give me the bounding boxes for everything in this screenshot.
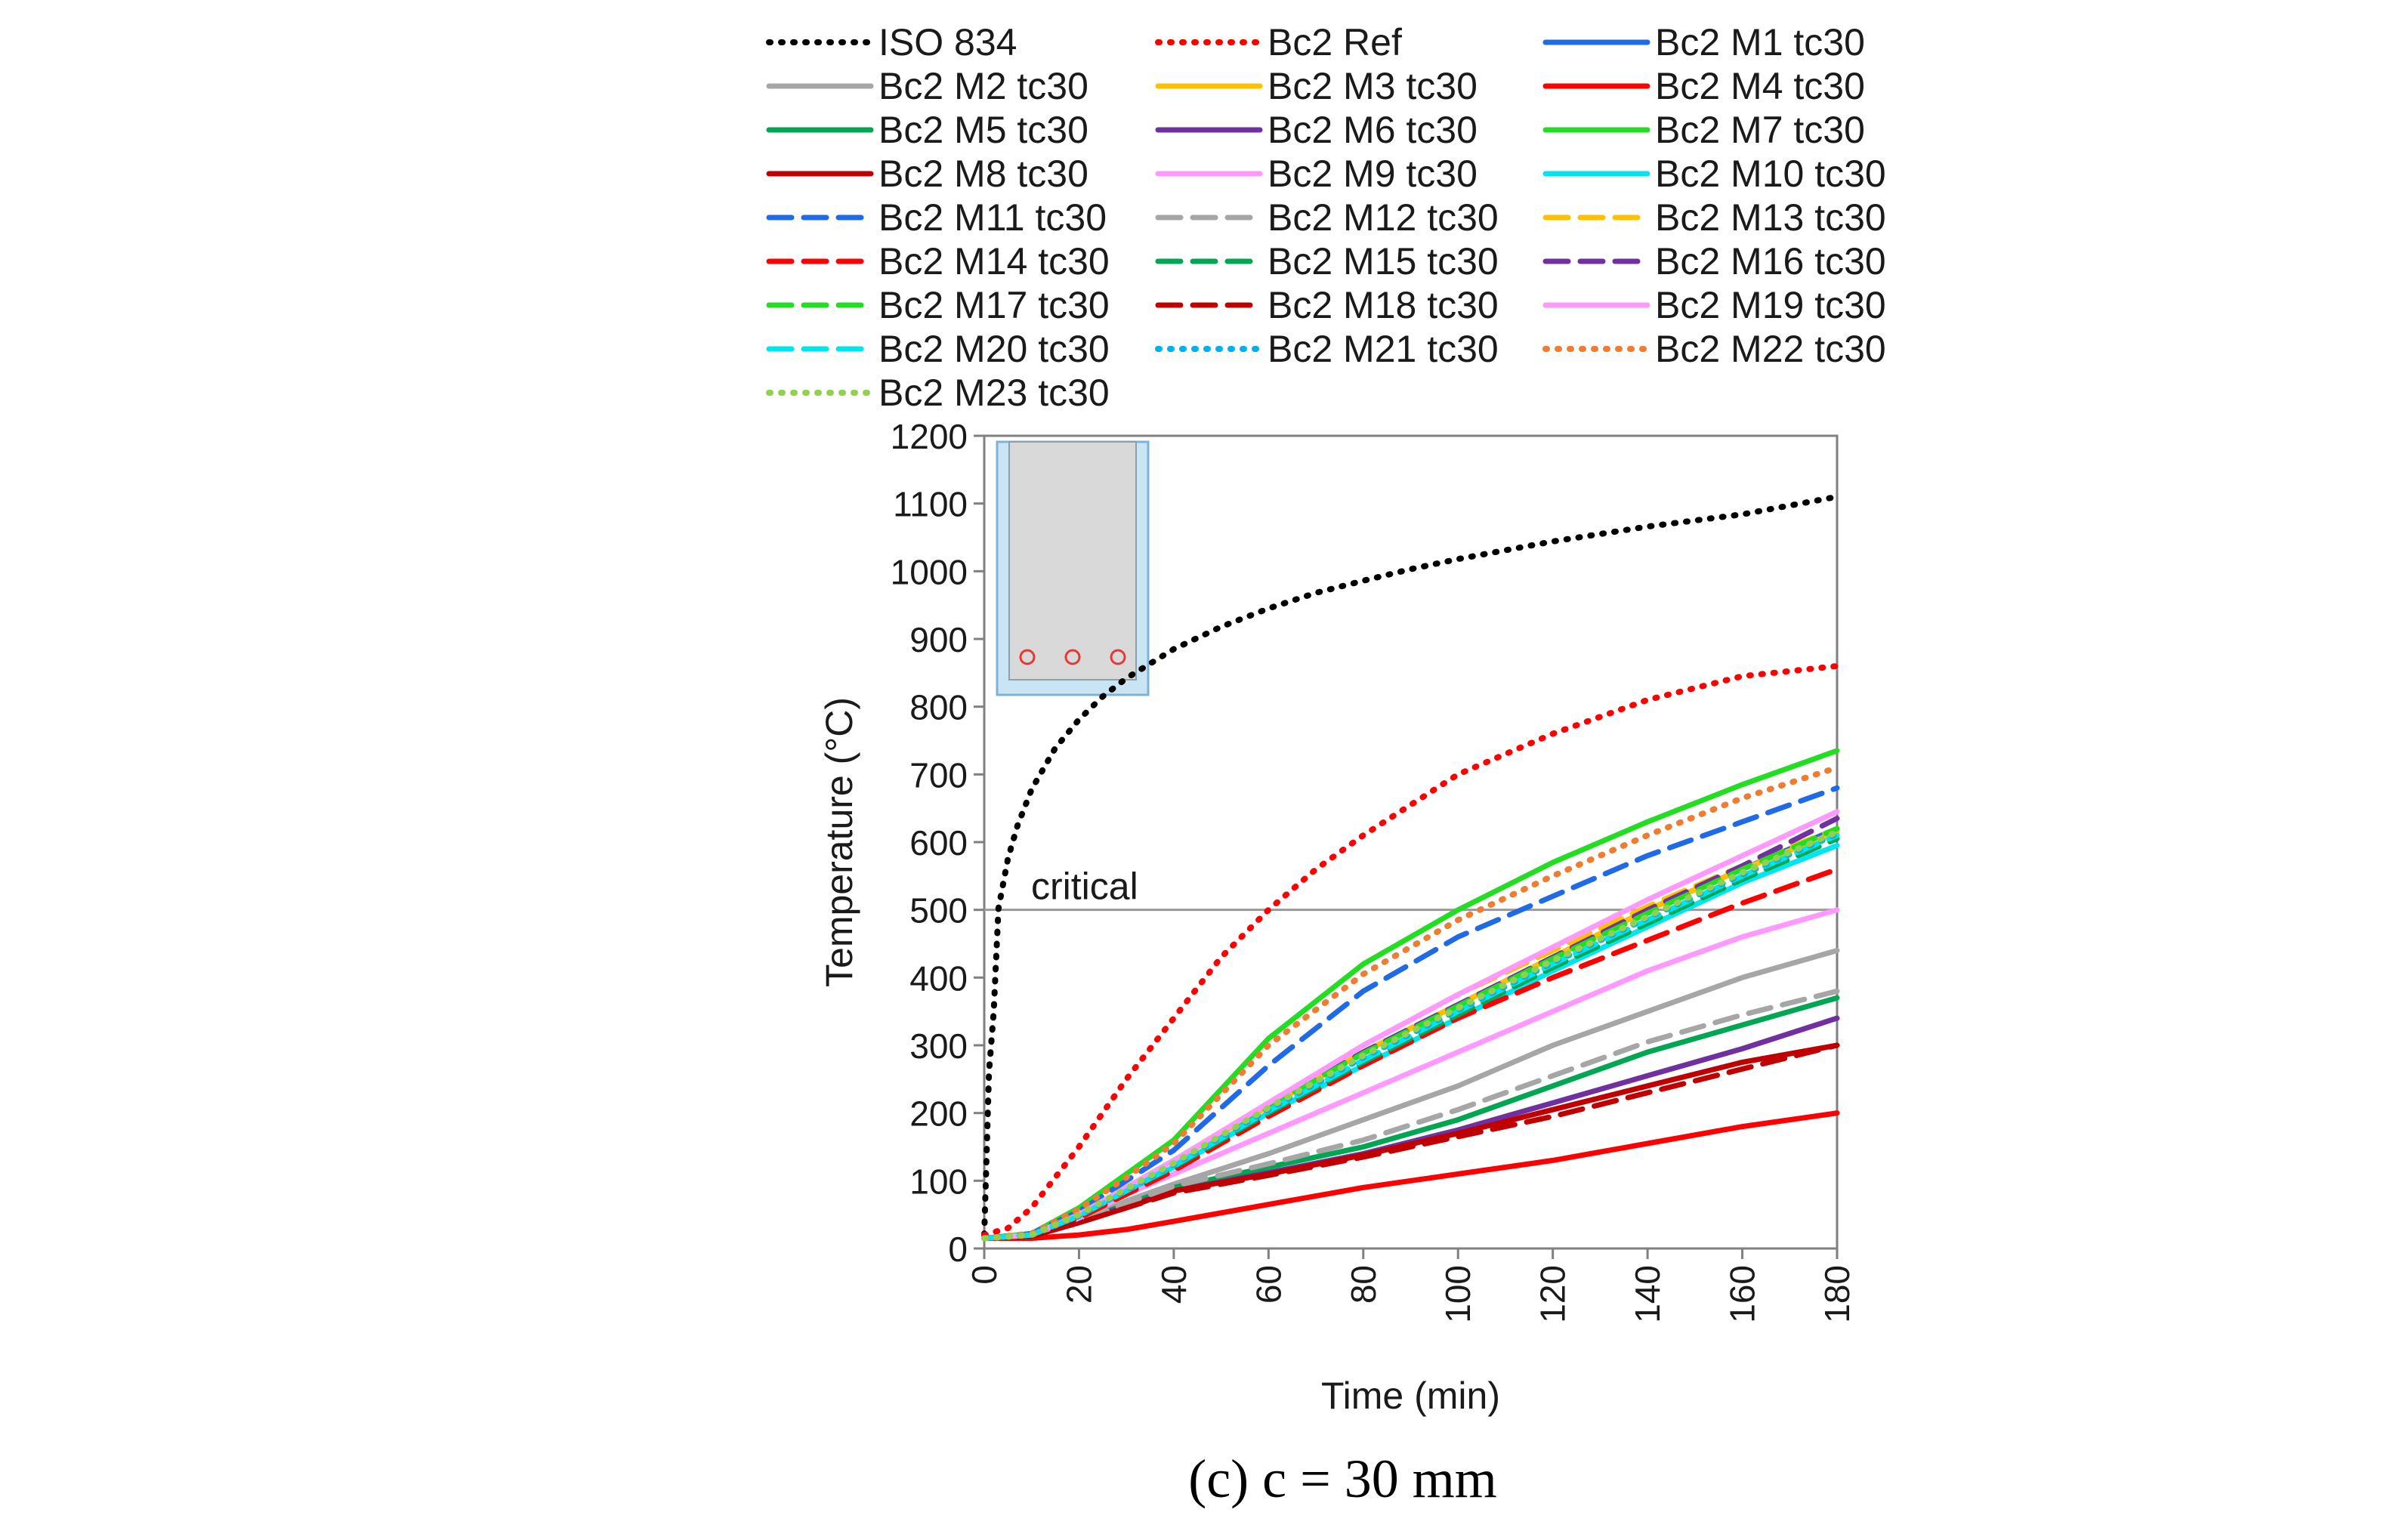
x-tick-label: 120 bbox=[1533, 1265, 1573, 1323]
y-tick-label: 1100 bbox=[893, 485, 968, 524]
legend-item-bc2-m23-tc30: Bc2 M23 tc30 bbox=[766, 372, 1110, 414]
legend-label: Bc2 M17 tc30 bbox=[878, 284, 1110, 326]
axes: 0100200300400500600700800900100011001200… bbox=[891, 417, 1857, 1323]
legend-label: Bc2 M21 tc30 bbox=[1268, 328, 1499, 370]
y-tick-label: 500 bbox=[909, 891, 968, 930]
legend-label: Bc2 M8 tc30 bbox=[878, 153, 1088, 195]
y-tick-label: 700 bbox=[909, 755, 968, 795]
legend-label: Bc2 M7 tc30 bbox=[1655, 109, 1865, 151]
x-tick-label: 0 bbox=[965, 1265, 1004, 1285]
legend-label: Bc2 M10 tc30 bbox=[1655, 153, 1886, 195]
legend-item-bc2-m16-tc30: Bc2 M16 tc30 bbox=[1542, 240, 1886, 282]
series-line-bc2-ref bbox=[981, 662, 1840, 1239]
series-line-iso-834 bbox=[981, 493, 1840, 1239]
legend-item-bc2-m2-tc30: Bc2 M2 tc30 bbox=[766, 65, 1088, 107]
legend-label: Bc2 M4 tc30 bbox=[1655, 65, 1865, 107]
beam-cross-section-icon bbox=[996, 440, 1150, 696]
critical-label: critical bbox=[1031, 866, 1138, 908]
plot-area: critical 0100200300400500600700800900100… bbox=[891, 417, 1857, 1323]
y-tick-label: 300 bbox=[909, 1026, 968, 1066]
series-line-bc2-m11-tc30 bbox=[981, 785, 1840, 1241]
x-tick-label: 60 bbox=[1249, 1265, 1288, 1304]
legend-item-iso-834: ISO 834 bbox=[766, 21, 1017, 63]
legend-item-bc2-m7-tc30: Bc2 M7 tc30 bbox=[1542, 109, 1865, 151]
x-tick-label: 100 bbox=[1438, 1265, 1478, 1323]
legend-label: Bc2 M20 tc30 bbox=[878, 328, 1110, 370]
x-tick-label: 180 bbox=[1817, 1265, 1857, 1323]
legend-label: Bc2 M12 tc30 bbox=[1268, 196, 1499, 239]
x-axis-label: Time (min) bbox=[1321, 1375, 1500, 1417]
x-tick-label: 40 bbox=[1154, 1265, 1193, 1304]
legend-item-bc2-m11-tc30: Bc2 M11 tc30 bbox=[766, 196, 1107, 239]
legend-item-bc2-m12-tc30: Bc2 M12 tc30 bbox=[1155, 196, 1499, 239]
x-tick-label: 140 bbox=[1628, 1265, 1667, 1323]
legend-label: Bc2 M23 tc30 bbox=[878, 372, 1110, 414]
legend-label: Bc2 M11 tc30 bbox=[878, 196, 1107, 239]
series-line-bc2-m20-tc30 bbox=[981, 832, 1840, 1241]
legend-item-bc2-m3-tc30: Bc2 M3 tc30 bbox=[1155, 65, 1478, 107]
inset-concrete bbox=[1008, 441, 1137, 681]
legend-label: Bc2 M19 tc30 bbox=[1655, 284, 1886, 326]
legend-item-bc2-m19-tc30: Bc2 M19 tc30 bbox=[1542, 284, 1886, 326]
y-tick-label: 400 bbox=[909, 958, 968, 998]
x-tick-label: 20 bbox=[1059, 1265, 1098, 1304]
legend-item-bc2-ref: Bc2 Ref bbox=[1155, 21, 1402, 63]
legend-item-bc2-m10-tc30: Bc2 M10 tc30 bbox=[1542, 153, 1886, 195]
legend-label: Bc2 M2 tc30 bbox=[878, 65, 1088, 107]
legend-item-bc2-m5-tc30: Bc2 M5 tc30 bbox=[766, 109, 1088, 151]
y-tick-label: 200 bbox=[909, 1094, 968, 1134]
annotations: critical bbox=[984, 866, 1837, 912]
x-tick-label: 80 bbox=[1344, 1265, 1383, 1304]
legend-label: Bc2 M3 tc30 bbox=[1268, 65, 1478, 107]
y-axis-label: Temperature (°C) bbox=[818, 697, 860, 987]
legend-item-bc2-m20-tc30: Bc2 M20 tc30 bbox=[766, 328, 1110, 370]
y-tick-label: 0 bbox=[948, 1230, 968, 1269]
y-tick-label: 1000 bbox=[891, 552, 968, 591]
legend-label: Bc2 M22 tc30 bbox=[1655, 328, 1886, 370]
legend-item-bc2-m9-tc30: Bc2 M9 tc30 bbox=[1155, 153, 1478, 195]
legend-item-bc2-m21-tc30: Bc2 M21 tc30 bbox=[1155, 328, 1499, 370]
legend-label: Bc2 Ref bbox=[1268, 21, 1402, 63]
inset-rebar bbox=[1110, 649, 1126, 665]
legend-item-bc2-m6-tc30: Bc2 M6 tc30 bbox=[1155, 109, 1478, 151]
legend-item-bc2-m22-tc30: Bc2 M22 tc30 bbox=[1542, 328, 1886, 370]
legend-label: Bc2 M16 tc30 bbox=[1655, 240, 1886, 282]
legend-label: Bc2 M13 tc30 bbox=[1655, 196, 1886, 239]
legend-item-bc2-m1-tc30: Bc2 M1 tc30 bbox=[1542, 21, 1865, 63]
legend-label: Bc2 M14 tc30 bbox=[878, 240, 1110, 282]
figure-caption: (c) c = 30 mm bbox=[1188, 1449, 1496, 1509]
x-tick-label: 160 bbox=[1723, 1265, 1762, 1323]
legend-item-bc2-m14-tc30: Bc2 M14 tc30 bbox=[766, 240, 1110, 282]
legend-label: Bc2 M18 tc30 bbox=[1268, 284, 1499, 326]
series-lines bbox=[981, 493, 1840, 1242]
legend-label: Bc2 M5 tc30 bbox=[878, 109, 1088, 151]
legend-item-bc2-m13-tc30: Bc2 M13 tc30 bbox=[1542, 196, 1886, 239]
series-line-bc2-m23-tc30 bbox=[981, 829, 1840, 1242]
inset-rebar bbox=[1019, 649, 1036, 665]
legend-item-bc2-m4-tc30: Bc2 M4 tc30 bbox=[1542, 65, 1865, 107]
y-tick-label: 1200 bbox=[891, 417, 968, 456]
legend-label: Bc2 M15 tc30 bbox=[1268, 240, 1499, 282]
series-line-bc2-m4-tc30 bbox=[981, 1110, 1840, 1241]
inset-rebar bbox=[1064, 649, 1081, 665]
series-line-bc2-m18-tc30 bbox=[981, 1042, 1840, 1241]
legend-item-bc2-m15-tc30: Bc2 M15 tc30 bbox=[1155, 240, 1499, 282]
y-tick-label: 900 bbox=[909, 620, 968, 659]
legend-item-bc2-m8-tc30: Bc2 M8 tc30 bbox=[766, 153, 1088, 195]
series-line-bc2-m22-tc30 bbox=[981, 764, 1840, 1242]
y-tick-label: 800 bbox=[909, 688, 968, 727]
legend-label: Bc2 M1 tc30 bbox=[1655, 21, 1865, 63]
legend-item-bc2-m17-tc30: Bc2 M17 tc30 bbox=[766, 284, 1110, 326]
legend-label: Bc2 M6 tc30 bbox=[1268, 109, 1478, 151]
y-tick-label: 600 bbox=[909, 823, 968, 863]
legend-item-bc2-m18-tc30: Bc2 M18 tc30 bbox=[1155, 284, 1499, 326]
y-tick-label: 100 bbox=[909, 1162, 968, 1201]
legend-label: ISO 834 bbox=[878, 21, 1017, 63]
legend-label: Bc2 M9 tc30 bbox=[1268, 153, 1478, 195]
